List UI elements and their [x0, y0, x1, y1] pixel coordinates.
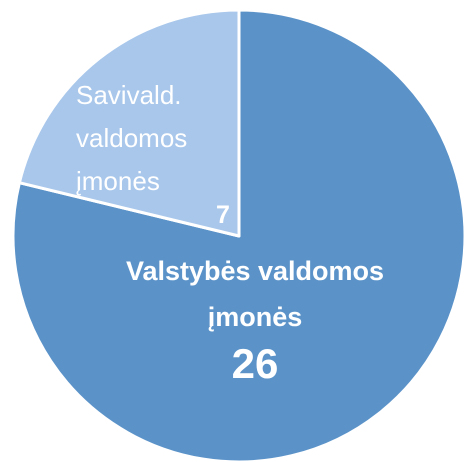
- slice-label: Valstybės valdomos įmonės: [125, 256, 385, 332]
- value-label: 26: [231, 340, 279, 387]
- slice-label: Savivald. valdomos įmonės: [76, 80, 188, 196]
- pie-slice: [17, 8, 241, 238]
- value-label: 7: [216, 201, 230, 229]
